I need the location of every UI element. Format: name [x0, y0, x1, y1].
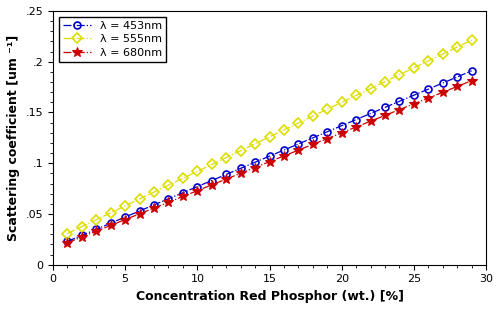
λ = 453nm	[122, 215, 128, 219]
λ = 680nm	[454, 85, 460, 88]
λ = 555nm	[368, 87, 374, 91]
λ = 680nm	[310, 143, 316, 146]
λ = 453nm	[180, 191, 186, 195]
λ = 453nm	[396, 100, 402, 103]
λ = 680nm	[468, 79, 474, 82]
λ = 680nm	[166, 200, 172, 204]
λ = 453nm	[194, 185, 200, 188]
λ = 680nm	[64, 241, 70, 245]
λ = 453nm	[440, 81, 446, 85]
λ = 680nm	[426, 96, 432, 100]
λ = 453nm	[266, 154, 272, 158]
λ = 555nm	[252, 142, 258, 146]
λ = 555nm	[324, 107, 330, 111]
λ = 453nm	[296, 142, 302, 146]
Y-axis label: Scattering coefficient [um ⁻¹]: Scattering coefficient [um ⁻¹]	[7, 35, 20, 241]
λ = 555nm	[151, 190, 157, 194]
λ = 555nm	[122, 204, 128, 208]
Line: λ = 555nm: λ = 555nm	[64, 37, 475, 237]
λ = 453nm	[353, 118, 359, 122]
λ = 453nm	[324, 130, 330, 134]
λ = 555nm	[353, 94, 359, 97]
λ = 555nm	[64, 232, 70, 235]
λ = 680nm	[223, 177, 229, 181]
λ = 680nm	[180, 195, 186, 198]
λ = 555nm	[209, 163, 215, 166]
λ = 555nm	[310, 114, 316, 118]
λ = 555nm	[266, 135, 272, 139]
λ = 555nm	[79, 225, 85, 228]
λ = 680nm	[396, 108, 402, 112]
λ = 555nm	[411, 66, 417, 70]
λ = 453nm	[209, 179, 215, 182]
λ = 453nm	[108, 221, 114, 225]
λ = 453nm	[281, 148, 287, 152]
λ = 555nm	[296, 121, 302, 125]
λ = 680nm	[136, 212, 142, 216]
λ = 453nm	[368, 112, 374, 115]
λ = 680nm	[281, 154, 287, 158]
λ = 555nm	[454, 45, 460, 49]
λ = 555nm	[194, 170, 200, 173]
λ = 680nm	[252, 166, 258, 169]
λ = 453nm	[252, 160, 258, 164]
Line: λ = 453nm: λ = 453nm	[64, 67, 475, 245]
λ = 680nm	[296, 148, 302, 152]
λ = 453nm	[223, 173, 229, 176]
λ = 555nm	[382, 80, 388, 83]
λ = 453nm	[382, 105, 388, 109]
λ = 680nm	[122, 218, 128, 221]
λ = 555nm	[166, 183, 172, 187]
λ = 555nm	[281, 128, 287, 132]
λ = 680nm	[151, 206, 157, 210]
λ = 680nm	[324, 137, 330, 140]
Line: λ = 680nm: λ = 680nm	[62, 76, 476, 248]
λ = 680nm	[382, 113, 388, 117]
Legend: λ = 453nm, λ = 555nm, λ = 680nm: λ = 453nm, λ = 555nm, λ = 680nm	[58, 16, 166, 62]
λ = 555nm	[180, 176, 186, 180]
λ = 453nm	[454, 75, 460, 79]
λ = 680nm	[411, 102, 417, 106]
λ = 680nm	[368, 119, 374, 123]
λ = 680nm	[194, 189, 200, 193]
λ = 555nm	[223, 156, 229, 159]
λ = 555nm	[468, 38, 474, 42]
λ = 680nm	[440, 91, 446, 94]
λ = 680nm	[353, 125, 359, 129]
λ = 453nm	[64, 240, 70, 243]
λ = 453nm	[166, 197, 172, 201]
λ = 680nm	[108, 224, 114, 227]
λ = 453nm	[151, 203, 157, 207]
λ = 453nm	[338, 124, 344, 127]
λ = 453nm	[426, 87, 432, 91]
λ = 680nm	[94, 229, 100, 233]
λ = 453nm	[79, 233, 85, 237]
λ = 680nm	[79, 235, 85, 239]
λ = 680nm	[266, 160, 272, 164]
λ = 680nm	[338, 131, 344, 135]
λ = 453nm	[468, 69, 474, 73]
λ = 453nm	[136, 209, 142, 213]
λ = 555nm	[136, 197, 142, 201]
X-axis label: Concentration Red Phosphor (wt.) [%]: Concentration Red Phosphor (wt.) [%]	[136, 290, 404, 303]
λ = 453nm	[411, 93, 417, 97]
λ = 555nm	[94, 218, 100, 222]
λ = 453nm	[94, 227, 100, 231]
λ = 453nm	[310, 136, 316, 140]
λ = 680nm	[209, 183, 215, 187]
λ = 555nm	[426, 59, 432, 63]
λ = 555nm	[396, 73, 402, 77]
λ = 555nm	[238, 149, 244, 153]
λ = 555nm	[108, 211, 114, 215]
λ = 680nm	[238, 171, 244, 175]
λ = 453nm	[238, 166, 244, 170]
λ = 555nm	[440, 52, 446, 56]
λ = 555nm	[338, 100, 344, 104]
